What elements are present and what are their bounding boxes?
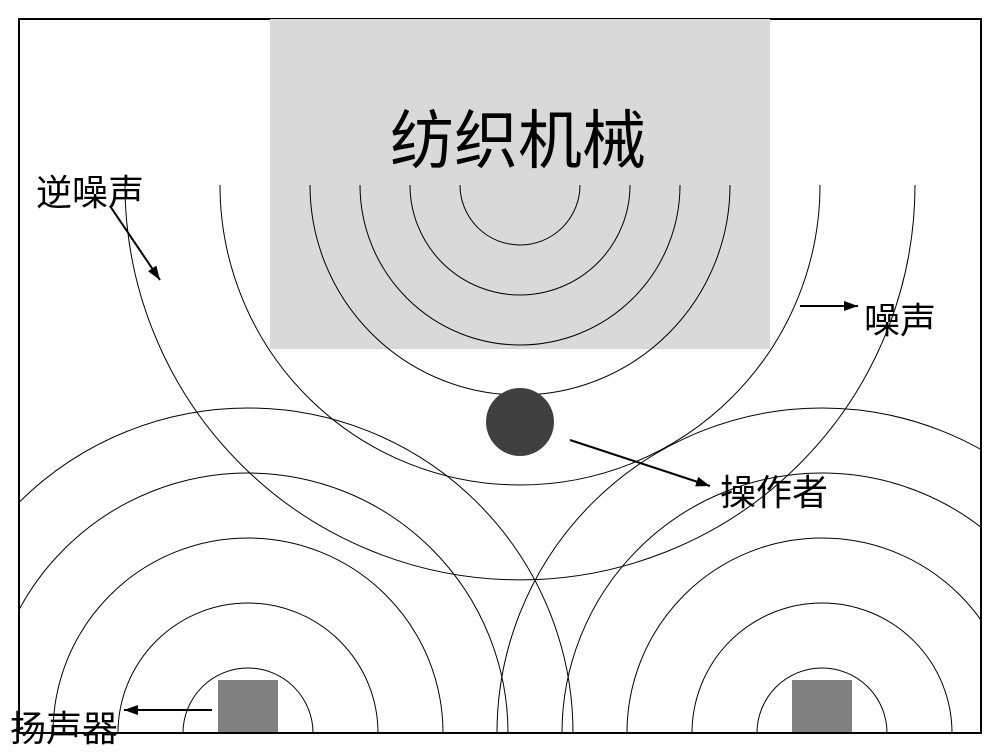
machine-title: 纺织机械 [390,90,646,182]
operator-dot [486,388,554,456]
machine-box [270,19,770,349]
speaker-right [792,680,852,732]
label-noise: 噪声 [864,292,936,344]
speaker-left [218,680,278,732]
label-speaker: 扬声器 [10,700,118,752]
label-operator: 操作者 [720,464,828,516]
diagram-canvas: 纺织机械 逆噪声 噪声 操作者 扬声器 [0,0,1000,752]
label-inverse-noise: 逆噪声 [36,164,144,216]
